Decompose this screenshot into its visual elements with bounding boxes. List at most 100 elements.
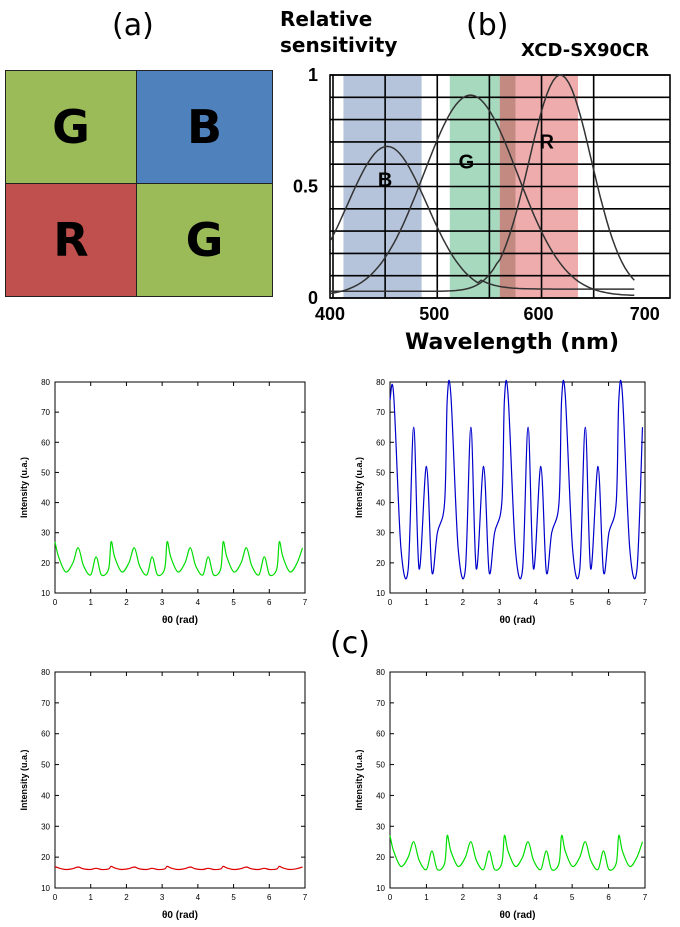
x-tick-label: 3 [160, 893, 165, 902]
x-tick-label: 6 [606, 893, 611, 902]
intensity-plot-top-left: 10 20 30 40 50 60 70 80 0 1 2 3 4 5 6 7 Intensity (u.a.)… [19, 378, 308, 626]
y-axis-label: Intensity (u.a.) [354, 749, 364, 810]
y-tick-label: 10 [41, 589, 50, 598]
plot-frame [54, 381, 306, 594]
spectral-xlabel: Wavelength (nm) [405, 330, 619, 355]
x-axis-label: θ0 (rad) [500, 615, 536, 626]
y-tick-label: 50 [41, 468, 50, 477]
bayer-cell-b: B [136, 70, 273, 184]
y-tick-label: 20 [41, 853, 50, 862]
x-tick-label: 7 [303, 893, 308, 902]
y-tick-label: 40 [376, 791, 385, 800]
y-tick-label: 70 [376, 408, 385, 417]
y-tick-label: 50 [376, 468, 385, 477]
plot-frame [389, 671, 646, 889]
x-tick-label: 2 [461, 893, 466, 902]
x-axis-label: θ0 (rad) [500, 910, 536, 921]
y-tick-label: 40 [376, 499, 385, 508]
y-tick-label: 30 [41, 529, 50, 538]
x-tick-label: 6 [267, 893, 272, 902]
y-axis-label: Intensity (u.a.) [19, 749, 29, 810]
intensity-series [389, 379, 644, 580]
x-tick-label: 0 [388, 893, 393, 902]
y-tick-label: 50 [376, 761, 385, 770]
panel-label-c: (c) [330, 626, 370, 661]
band-label-g: G [459, 152, 475, 174]
x-tick-label: 1 [88, 893, 93, 902]
y-tick-label: 80 [376, 668, 385, 677]
y-tick-label: 80 [41, 668, 50, 677]
x-tick-label: 0 [53, 893, 58, 902]
x-tick-label: 4 [533, 893, 538, 902]
bayer-cell-g2: G [136, 183, 273, 297]
y-tick-label: 20 [376, 559, 385, 568]
band-label-r: R [540, 132, 555, 154]
spectral-ylabel-line2: sensitivity [280, 33, 398, 57]
y-tick-label: 10 [376, 589, 385, 598]
y-tick-label: 70 [376, 699, 385, 708]
x-tick-label: 2 [124, 893, 129, 902]
spectral-ylabel: Relative sensitivity [280, 6, 397, 58]
x-axis-label: θ0 (rad) [162, 910, 198, 921]
x-tick-label: 4 [533, 598, 538, 607]
x-tick-label: 5 [570, 598, 575, 607]
intensity-plot-top-right: 10 20 30 40 50 60 70 80 0 1 2 3 4 5 6 7 Intensity (u.a.)… [354, 378, 648, 626]
y-tick-label: 30 [376, 822, 385, 831]
x-tick-label: 6 [267, 598, 272, 607]
y-axis-label: Intensity (u.a.) [354, 457, 364, 518]
x-tick-label: 1 [424, 893, 429, 902]
y-tick-label: 40 [41, 499, 50, 508]
bayer-cell-g1: G [5, 70, 137, 184]
y-tick-label: 40 [41, 791, 50, 800]
panel-label-b: (b) [466, 8, 509, 43]
x-tick-label: 4 [196, 598, 201, 607]
x-tick-label: 3 [497, 598, 502, 607]
x-tick-label: 0 [53, 598, 58, 607]
x-tick-label: 7 [643, 598, 648, 607]
panel-label-a: (a) [112, 8, 154, 43]
intensity-series [54, 865, 303, 871]
y-axis-label: Intensity (u.a.) [19, 457, 29, 518]
spectral-x-tick: 500 [419, 304, 449, 324]
y-tick-label: 70 [41, 699, 50, 708]
curve-green [330, 94, 635, 297]
y-tick-label: 30 [376, 529, 385, 538]
y-tick-label: 10 [376, 884, 385, 893]
intensity-plot-bottom-left: 10 20 30 40 50 60 70 80 0 1 2 3 4 5 6 7 Intensity (u.a.)… [19, 668, 308, 921]
camera-model: XCD-SX90CR [521, 40, 650, 61]
bayer-cell-letter: G [52, 100, 90, 154]
y-tick-label: 60 [41, 438, 50, 447]
y-tick-label: 60 [376, 730, 385, 739]
x-tick-label: 2 [461, 598, 466, 607]
spectral-y-tick: 0.5 [293, 177, 318, 197]
y-tick-label: 50 [41, 761, 50, 770]
spectral-y-tick: 1 [308, 65, 318, 85]
spectral-curves [330, 74, 635, 297]
bayer-cell-letter: G [185, 213, 224, 267]
spectral-grid [329, 74, 671, 299]
x-tick-label: 4 [196, 893, 201, 902]
y-tick-label: 20 [376, 853, 385, 862]
x-tick-label: 3 [160, 598, 165, 607]
x-tick-label: 3 [497, 893, 502, 902]
spectral-y-tick: 0 [308, 288, 318, 308]
bayer-cell-letter: B [186, 100, 223, 154]
y-tick-label: 60 [41, 730, 50, 739]
x-tick-label: 1 [88, 598, 93, 607]
y-tick-label: 30 [41, 822, 50, 831]
intensity-plot-bottom-right: 10 20 30 40 50 60 70 80 0 1 2 3 4 5 6 7 Intensity (u.a.)… [354, 668, 648, 921]
x-tick-label: 1 [424, 598, 429, 607]
y-tick-label: 10 [41, 884, 50, 893]
bayer-filter: G B R G [5, 70, 273, 298]
x-tick-label: 2 [124, 598, 129, 607]
x-tick-label: 6 [606, 598, 611, 607]
x-tick-label: 7 [643, 893, 648, 902]
spectral-x-tick: 600 [524, 304, 554, 324]
spectral-x-tick: 700 [630, 304, 660, 324]
spectral-x-tick: 400 [315, 304, 345, 324]
x-axis-label: θ0 (rad) [162, 615, 198, 626]
plot-frame [54, 671, 306, 889]
y-tick-label: 20 [41, 559, 50, 568]
